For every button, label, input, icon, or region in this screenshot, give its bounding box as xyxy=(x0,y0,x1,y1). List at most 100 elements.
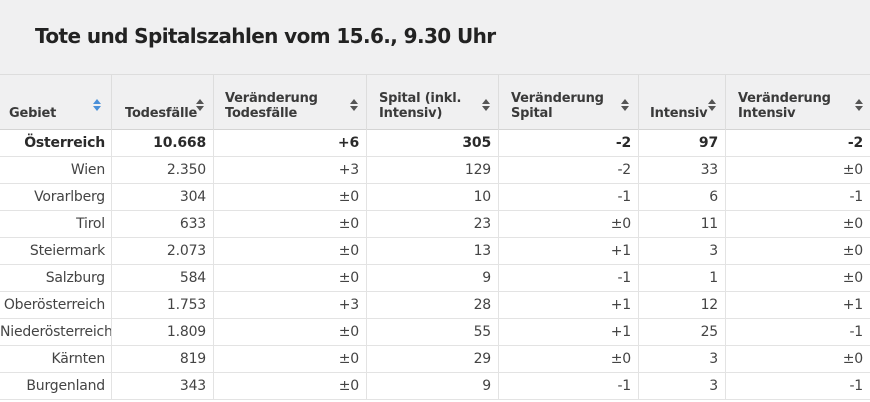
cell-intensiv: 25 xyxy=(638,319,725,345)
cell-intensiv: 6 xyxy=(638,184,725,210)
cell-veraenderung-todesfaelle: ±0 xyxy=(213,211,366,237)
cell-veraenderung-spital: ±0 xyxy=(498,211,638,237)
column-header-label: Veränderung Todesfälle xyxy=(225,91,318,121)
cell-todesfaelle: 1.809 xyxy=(111,319,213,345)
table-row: Salzburg 584 ±0 9 -1 1 ±0 xyxy=(0,265,870,292)
sort-icon[interactable] xyxy=(93,99,101,111)
cell-veraenderung-intensiv: ±0 xyxy=(725,265,870,291)
cell-gebiet: Tirol xyxy=(76,216,105,232)
cell-veraenderung-intensiv: -1 xyxy=(725,319,870,345)
sort-icon[interactable] xyxy=(855,99,863,111)
cell-intensiv: 11 xyxy=(638,211,725,237)
cell-todesfaelle: 10.668 xyxy=(111,130,213,156)
page-title: Tote und Spitalszahlen vom 15.6., 9.30 U… xyxy=(35,24,496,48)
sort-icon[interactable] xyxy=(196,99,204,111)
column-header-intensiv[interactable]: Intensiv xyxy=(638,75,725,131)
cell-spital: 23 xyxy=(366,211,498,237)
cell-gebiet: Wien xyxy=(70,162,105,178)
cell-spital: 9 xyxy=(366,265,498,291)
cell-gebiet: Niederösterreich xyxy=(0,324,113,340)
cell-gebiet: Österreich xyxy=(24,135,105,151)
cell-veraenderung-todesfaelle: ±0 xyxy=(213,346,366,372)
column-header-spital[interactable]: Spital (inkl. Intensiv) xyxy=(366,75,498,131)
cell-spital: 10 xyxy=(366,184,498,210)
table-row: Steiermark 2.073 ±0 13 +1 3 ±0 xyxy=(0,238,870,265)
cell-veraenderung-spital: +1 xyxy=(498,292,638,318)
cell-veraenderung-todesfaelle: ±0 xyxy=(213,184,366,210)
table-row: Niederösterreich 1.809 ±0 55 +1 25 -1 xyxy=(0,319,870,346)
cell-todesfaelle: 1.753 xyxy=(111,292,213,318)
cell-todesfaelle: 584 xyxy=(111,265,213,291)
cell-todesfaelle: 304 xyxy=(111,184,213,210)
cell-todesfaelle: 819 xyxy=(111,346,213,372)
cell-veraenderung-spital: -2 xyxy=(498,157,638,183)
table-row: Burgenland 343 ±0 9 -1 3 -1 xyxy=(0,373,870,400)
cell-veraenderung-todesfaelle: +3 xyxy=(213,157,366,183)
column-header-label: Veränderung Intensiv xyxy=(738,91,831,121)
cell-intensiv: 3 xyxy=(638,238,725,264)
sort-icon[interactable] xyxy=(350,99,358,111)
table-row: Vorarlberg 304 ±0 10 -1 6 -1 xyxy=(0,184,870,211)
column-header-label: Gebiet xyxy=(9,106,57,121)
table-body: Österreich 10.668 +6 305 -2 97 -2 Wien 2.350 +3 12… xyxy=(0,130,870,400)
cell-spital: 55 xyxy=(366,319,498,345)
cell-todesfaelle: 2.350 xyxy=(111,157,213,183)
cell-veraenderung-spital: ±0 xyxy=(498,346,638,372)
sort-icon[interactable] xyxy=(482,99,490,111)
cell-spital: 13 xyxy=(366,238,498,264)
column-header-veraenderung-todesfaelle[interactable]: Veränderung Todesfälle xyxy=(213,75,366,131)
cell-veraenderung-spital: -1 xyxy=(498,373,638,399)
cell-veraenderung-spital: +1 xyxy=(498,319,638,345)
column-header-veraenderung-spital[interactable]: Veränderung Spital xyxy=(498,75,638,131)
cell-veraenderung-intensiv: ±0 xyxy=(725,211,870,237)
cell-intensiv: 33 xyxy=(638,157,725,183)
cell-veraenderung-todesfaelle: +3 xyxy=(213,292,366,318)
cell-veraenderung-intensiv: -2 xyxy=(725,130,870,156)
column-header-veraenderung-intensiv[interactable]: Veränderung Intensiv xyxy=(725,75,870,131)
cell-spital: 9 xyxy=(366,373,498,399)
cell-gebiet: Steiermark xyxy=(29,243,105,259)
cell-gebiet: Oberösterreich xyxy=(3,297,105,313)
table-header: Gebiet Todesfälle Veränderung Todesfälle Sp… xyxy=(0,74,870,131)
table-row: Tirol 633 ±0 23 ±0 11 ±0 xyxy=(0,211,870,238)
cell-gebiet: Burgenland xyxy=(26,378,105,394)
cell-veraenderung-todesfaelle: ±0 xyxy=(213,265,366,291)
cell-spital: 28 xyxy=(366,292,498,318)
cell-veraenderung-spital: -1 xyxy=(498,184,638,210)
column-header-label: Intensiv xyxy=(650,106,708,121)
title-bar: Tote und Spitalszahlen vom 15.6., 9.30 U… xyxy=(0,0,870,74)
column-header-label: Spital (inkl. Intensiv) xyxy=(379,91,462,121)
cell-veraenderung-intensiv: -1 xyxy=(725,373,870,399)
cell-veraenderung-spital: +1 xyxy=(498,238,638,264)
cell-veraenderung-intensiv: ±0 xyxy=(725,346,870,372)
cell-veraenderung-spital: -1 xyxy=(498,265,638,291)
cell-intensiv: 1 xyxy=(638,265,725,291)
cell-intensiv: 3 xyxy=(638,346,725,372)
column-header-label: Veränderung Spital xyxy=(511,91,604,121)
cell-veraenderung-intensiv: ±0 xyxy=(725,238,870,264)
cell-veraenderung-todesfaelle: ±0 xyxy=(213,319,366,345)
table-row: Kärnten 819 ±0 29 ±0 3 ±0 xyxy=(0,346,870,373)
table-row: Wien 2.350 +3 129 -2 33 ±0 xyxy=(0,157,870,184)
cell-gebiet: Salzburg xyxy=(45,270,105,286)
sort-icon[interactable] xyxy=(708,99,716,111)
cell-spital: 29 xyxy=(366,346,498,372)
cell-intensiv: 12 xyxy=(638,292,725,318)
cell-veraenderung-todesfaelle: ±0 xyxy=(213,238,366,264)
column-header-gebiet[interactable]: Gebiet xyxy=(0,75,111,131)
table-row: Oberösterreich 1.753 +3 28 +1 12 +1 xyxy=(0,292,870,319)
cell-intensiv: 97 xyxy=(638,130,725,156)
cell-veraenderung-intensiv: -1 xyxy=(725,184,870,210)
column-header-todesfaelle[interactable]: Todesfälle xyxy=(111,75,213,131)
column-header-label: Todesfälle xyxy=(125,106,198,121)
cell-veraenderung-intensiv: ±0 xyxy=(725,157,870,183)
cell-spital: 129 xyxy=(366,157,498,183)
cell-todesfaelle: 633 xyxy=(111,211,213,237)
cell-spital: 305 xyxy=(366,130,498,156)
sort-icon[interactable] xyxy=(621,99,629,111)
cell-intensiv: 3 xyxy=(638,373,725,399)
cell-todesfaelle: 2.073 xyxy=(111,238,213,264)
cell-veraenderung-intensiv: +1 xyxy=(725,292,870,318)
cell-gebiet: Kärnten xyxy=(51,351,106,367)
cell-veraenderung-todesfaelle: ±0 xyxy=(213,373,366,399)
